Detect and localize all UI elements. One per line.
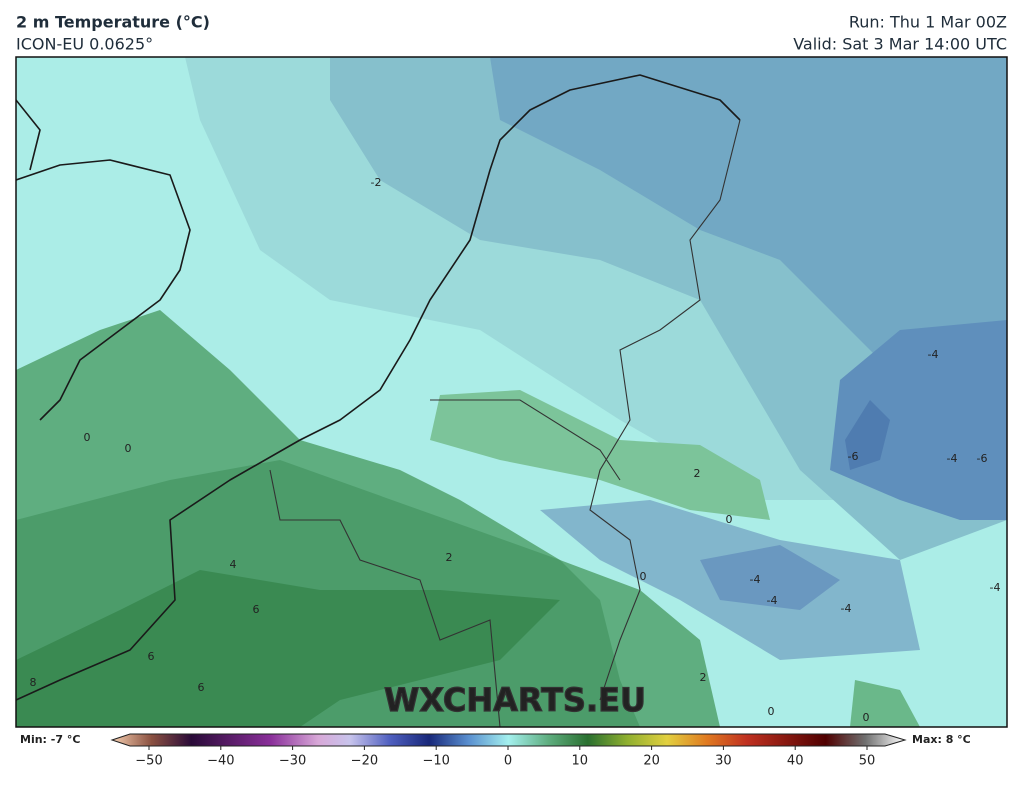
- contour-label: 0: [726, 513, 733, 526]
- contour-label: -4: [750, 573, 761, 586]
- contour-label: 6: [198, 681, 205, 694]
- contour-label: -4: [841, 602, 852, 615]
- watermark: WXCHARTS.EU: [384, 681, 646, 719]
- contour-label: 4: [230, 558, 237, 571]
- contour-label: -4: [947, 452, 958, 465]
- colorbar-tick-label: 0: [504, 754, 512, 769]
- contour-label: 0: [863, 711, 870, 724]
- contour-label: 8: [30, 676, 37, 689]
- contour-label: -6: [977, 452, 988, 465]
- contour-label: 2: [700, 671, 707, 684]
- colorbar-tick-label: 40: [787, 754, 804, 769]
- colorbar-tick-label: −20: [351, 754, 378, 769]
- title: 2 m Temperature (°C): [16, 13, 210, 32]
- map: -2 0 0 -4 -6 -4 -6 2 0 2 4 0 -4 -4 -4 -4 6 6 6 8 2 0 0: [16, 57, 1007, 727]
- map-frame: [15, 56, 1008, 728]
- contour-label: 6: [148, 650, 155, 663]
- contour-label: 0: [125, 442, 132, 455]
- colorbar-tick-label: −10: [422, 754, 449, 769]
- contour-label: 0: [768, 705, 775, 718]
- contour-label: 2: [446, 551, 453, 564]
- model: ICON-EU 0.0625°: [16, 35, 153, 54]
- contour-label: -6: [848, 450, 859, 463]
- contour-label: 2: [694, 467, 701, 480]
- colorbar-tick-label: 10: [572, 754, 589, 769]
- colorbar-tick-label: 50: [859, 754, 876, 769]
- contour-label: -4: [990, 581, 1001, 594]
- colorbar-tick-label: −40: [207, 754, 234, 769]
- colorbar-tick-label: −50: [135, 754, 162, 769]
- max-label: Max: 8 °C: [912, 733, 971, 746]
- valid: Valid: Sat 3 Mar 14:00 UTC: [793, 35, 1007, 54]
- colorbar-tick-label: 30: [715, 754, 732, 769]
- min-label: Min: -7 °C: [20, 733, 80, 746]
- colorbar: [110, 733, 907, 747]
- contour-label: -4: [767, 594, 778, 607]
- run: Run: Thu 1 Mar 00Z: [849, 13, 1007, 32]
- contour-label: 6: [253, 603, 260, 616]
- contour-label: -4: [928, 348, 939, 361]
- contour-label: 0: [84, 431, 91, 444]
- contour-label: 0: [640, 570, 647, 583]
- colorbar-tick-label: 20: [643, 754, 660, 769]
- contour-label: -2: [371, 176, 382, 189]
- colorbar-tick-label: −30: [279, 754, 306, 769]
